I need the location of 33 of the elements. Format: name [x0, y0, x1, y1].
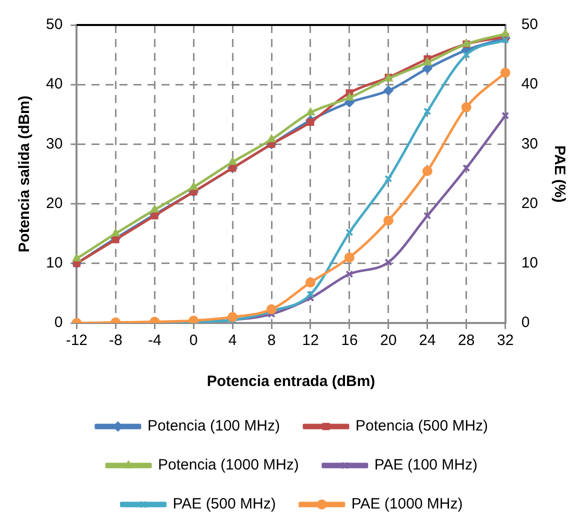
- y2-tick-label: 30: [521, 135, 538, 152]
- legend-label: PAE (500 MHz): [172, 496, 276, 513]
- x-tick-label: 24: [419, 332, 436, 350]
- y-tick-label: 40: [46, 76, 63, 93]
- x-tick-label: -8: [108, 332, 122, 350]
- x-tick-label: 8: [267, 332, 276, 350]
- y2-tick-label: 10: [521, 254, 538, 272]
- x-tick-label: 12: [302, 332, 319, 350]
- x-tick-label: 32: [496, 332, 514, 350]
- legend-label: PAE (100 MHz): [374, 456, 478, 474]
- x-axis-title: Potencia entrada (dBm): [206, 373, 376, 390]
- y2-tick-label: 0: [521, 314, 530, 332]
- x-tick-label: -4: [148, 332, 162, 350]
- x-tick-label: 4: [228, 332, 237, 350]
- legend-label: PAE (1000 MHz): [351, 496, 463, 513]
- y-tick-label: 20: [46, 194, 63, 212]
- x-tick-label: 20: [380, 332, 397, 350]
- y2-tick-label: 50: [521, 16, 538, 34]
- y-tick-label: 30: [46, 135, 63, 152]
- y-tick-label: 50: [46, 16, 63, 34]
- legend-label: Potencia (100 MHz): [147, 418, 280, 435]
- x-tick-label: 0: [189, 332, 198, 350]
- legend-label: Potencia (1000 MHz): [158, 456, 299, 474]
- y-axis-title: Potencia salida (dBm): [16, 96, 34, 252]
- x-tick-label: 28: [458, 332, 475, 350]
- y2-tick-label: 20: [521, 194, 538, 212]
- y2-axis-title: PAE (%): [550, 145, 568, 203]
- y2-tick-label: 40: [521, 76, 538, 93]
- legend-label: Potencia (500 MHz): [356, 418, 488, 435]
- x-tick-label: 16: [341, 332, 358, 350]
- y-tick-label: 10: [46, 254, 63, 272]
- y-tick-label: 0: [54, 314, 63, 332]
- x-tick-label: -12: [66, 332, 88, 350]
